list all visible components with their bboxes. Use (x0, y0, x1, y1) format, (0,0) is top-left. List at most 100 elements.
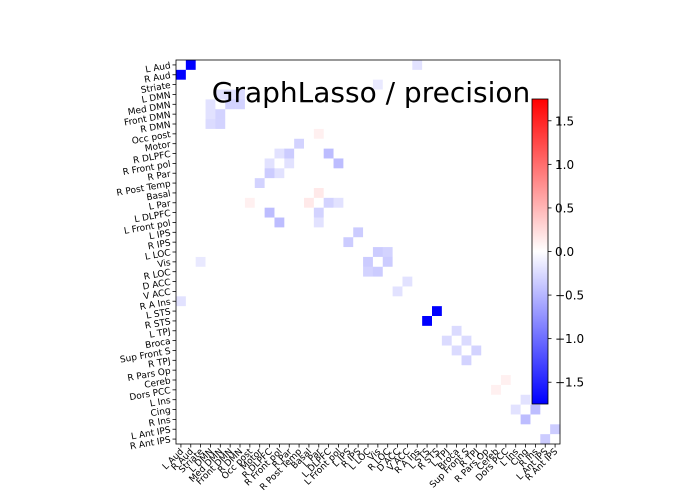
heatmap-cell (510, 138, 521, 149)
heatmap-cell (481, 178, 492, 189)
heatmap-cell (540, 60, 551, 71)
heatmap-cell (294, 424, 305, 435)
heatmap-cell (382, 384, 393, 396)
heatmap-cell (343, 60, 354, 71)
heatmap-cell (235, 109, 246, 120)
heatmap-cell (304, 178, 315, 189)
heatmap-cell (510, 414, 521, 425)
heatmap-cell (520, 237, 531, 248)
heatmap-cell (343, 237, 354, 248)
heatmap-cell (313, 168, 324, 179)
heatmap-cell (185, 424, 196, 435)
heatmap-cell (520, 345, 531, 356)
heatmap-cell (422, 79, 433, 90)
heatmap-cell (225, 119, 236, 130)
heatmap-cell (412, 99, 423, 110)
heatmap-cell (412, 414, 423, 425)
heatmap-cell (225, 375, 236, 386)
heatmap-cell (372, 69, 384, 80)
heatmap-cell (520, 276, 531, 287)
heatmap-cell (550, 316, 561, 327)
heatmap-cell (461, 197, 472, 208)
heatmap-cell (441, 296, 452, 307)
heatmap-cell (550, 69, 561, 80)
heatmap-cell (235, 306, 246, 317)
heatmap-cell (274, 355, 285, 366)
heatmap-cell (313, 394, 324, 405)
heatmap-cell (461, 89, 472, 100)
heatmap-cell (392, 266, 403, 277)
heatmap-cell (363, 434, 374, 445)
heatmap-cell (333, 247, 344, 258)
heatmap-cell (422, 207, 433, 218)
heatmap-cell (510, 256, 521, 268)
heatmap-cell (520, 69, 531, 80)
heatmap-cell (412, 316, 423, 327)
heatmap-cell (363, 375, 374, 386)
heatmap-cell (530, 79, 541, 90)
heatmap-cell (343, 286, 354, 297)
heatmap-cell (254, 69, 265, 80)
heatmap-cell (402, 168, 413, 179)
heatmap-cell (461, 306, 472, 317)
heatmap-cell (432, 247, 443, 258)
heatmap-cell (520, 384, 531, 396)
heatmap-cell (313, 138, 324, 149)
y-tick-label: Motor (144, 140, 172, 154)
heatmap-cell (254, 394, 265, 405)
heatmap-cell (422, 168, 433, 179)
heatmap-cell (244, 207, 256, 218)
heatmap-cell (333, 119, 344, 130)
heatmap-cell (353, 286, 364, 297)
heatmap-cell (176, 424, 187, 435)
heatmap-cell (520, 404, 531, 415)
heatmap-cell (235, 197, 246, 208)
heatmap-cell (225, 227, 236, 238)
heatmap-cell (471, 178, 482, 189)
heatmap-cell (481, 325, 492, 336)
heatmap-cell (185, 207, 196, 218)
heatmap-cell (550, 335, 561, 346)
heatmap-cell (343, 256, 354, 268)
heatmap-cell (382, 296, 393, 307)
heatmap-cell (215, 148, 226, 159)
heatmap-cell (195, 375, 206, 386)
heatmap-cell (323, 69, 334, 80)
heatmap-cell (402, 394, 413, 405)
heatmap-cell (274, 148, 285, 159)
heatmap-cell (304, 256, 315, 268)
heatmap-cell (500, 414, 512, 425)
heatmap-cell (422, 69, 433, 80)
heatmap-cell (274, 79, 285, 90)
heatmap-cell (284, 316, 295, 327)
heatmap-cell (402, 227, 413, 238)
heatmap-cell (520, 60, 531, 71)
heatmap-cell (441, 128, 452, 140)
heatmap-cell (481, 89, 492, 100)
heatmap-cell (353, 256, 364, 268)
heatmap-cell (313, 355, 324, 366)
heatmap-cell (274, 345, 285, 356)
heatmap-cell (412, 128, 423, 140)
heatmap-cell (441, 197, 452, 208)
heatmap-cell (284, 178, 295, 189)
heatmap-cell (372, 355, 384, 366)
heatmap-cell (422, 414, 433, 425)
heatmap-cell (264, 188, 275, 199)
heatmap-cell (520, 89, 531, 100)
heatmap-cell (176, 355, 187, 366)
heatmap-cell (215, 227, 226, 238)
heatmap-cell (284, 60, 295, 71)
heatmap-cell (441, 325, 452, 336)
heatmap-cell (274, 325, 285, 336)
heatmap-cell (491, 207, 502, 218)
y-tick-label: Vis (157, 258, 172, 270)
heatmap-cell (313, 119, 324, 130)
heatmap-cell (235, 404, 246, 415)
heatmap-cell (353, 266, 364, 277)
heatmap-cell (540, 79, 551, 90)
heatmap-cell (294, 266, 305, 277)
heatmap-cell (235, 188, 246, 199)
heatmap-cell (471, 365, 482, 376)
heatmap-cell (491, 158, 502, 169)
